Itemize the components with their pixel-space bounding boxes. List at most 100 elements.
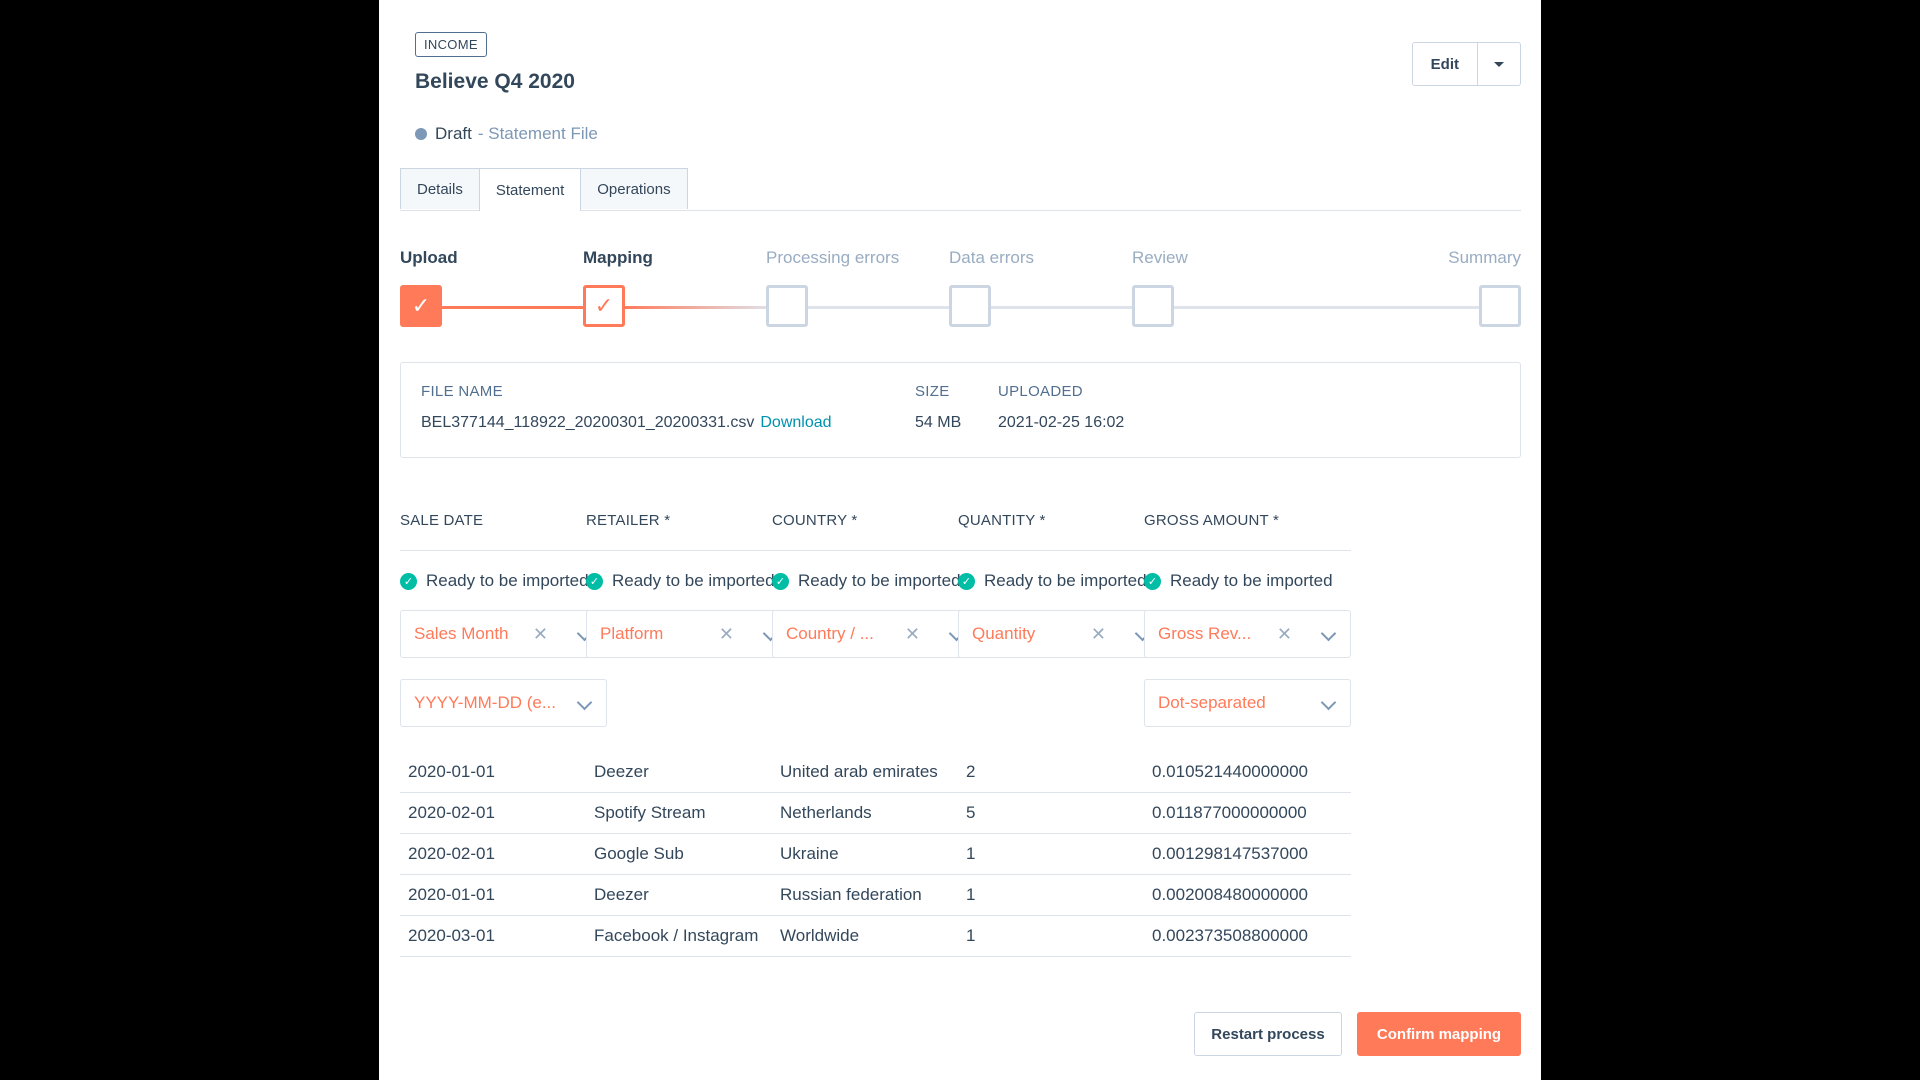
step-label-mapping: Mapping <box>583 248 653 267</box>
table-cell: Deezer <box>586 752 793 793</box>
table-cell: Google Sub <box>586 834 793 875</box>
status-label: Draft <box>435 124 472 143</box>
clear-x-icon[interactable]: ✕ <box>718 623 734 644</box>
clear-x-icon[interactable]: ✕ <box>1276 623 1292 644</box>
preview-column-quantity: 2 5 1 1 1 <box>958 752 1165 957</box>
mapping-select[interactable]: Country / ... ✕ <box>772 610 979 658</box>
ready-label: Ready to be imported <box>1170 571 1333 590</box>
edit-dropdown-button[interactable] <box>1478 43 1520 85</box>
check-icon: ✓ <box>411 293 431 318</box>
date-format-select[interactable]: YYYY-MM-DD (e... <box>400 679 607 727</box>
table-cell: Spotify Stream <box>586 793 793 834</box>
chevron-down-icon <box>1320 694 1337 711</box>
column-sale-date: SALE DATE ✓ Ready to be imported Sales Mo… <box>400 512 607 727</box>
check-circle-icon: ✓ <box>1144 572 1161 590</box>
column-header: GROSS AMOUNT * <box>1144 512 1351 551</box>
edit-button-group: Edit <box>1411 42 1521 86</box>
download-link[interactable]: Download <box>760 414 832 431</box>
table-cell: 1 <box>958 916 1165 957</box>
edit-button[interactable]: Edit <box>1413 43 1478 85</box>
ready-label: Ready to be imported <box>798 571 961 590</box>
column-retailer: RETAILER * ✓ Ready to be imported Platfor… <box>586 512 793 658</box>
tab-statement[interactable]: Statement <box>478 168 582 211</box>
decimal-format-select[interactable]: Dot-separated <box>1144 679 1351 727</box>
table-cell: 2020-03-01 <box>400 916 607 957</box>
table-cell: 0.010521440000000 <box>1144 752 1351 793</box>
column-quantity: QUANTITY * ✓ Ready to be imported Quantit… <box>958 512 1165 658</box>
table-cell: 0.002008480000000 <box>1144 875 1351 916</box>
file-size-value: 54 MB <box>915 414 962 431</box>
mapping-select[interactable]: Gross Rev... ✕ <box>1144 610 1351 658</box>
step-label-processing-errors: Processing errors <box>766 248 900 267</box>
preview-column-gross-amount: 0.010521440000000 0.011877000000000 0.00… <box>1144 752 1351 957</box>
table-cell: 1 <box>958 875 1165 916</box>
file-info-card: FILE NAME BEL377144_118922_20200301_2020… <box>400 362 1521 458</box>
file-name-row: BEL377144_118922_20200301_20200331.csv Do… <box>421 414 832 432</box>
step-label-data-errors: Data errors <box>949 248 1035 267</box>
check-circle-icon: ✓ <box>400 572 417 590</box>
step-summary[interactable] <box>1479 285 1521 327</box>
status-line: Draft - Statement File <box>415 124 598 144</box>
file-size-header: SIZE <box>915 383 950 400</box>
check-circle-icon: ✓ <box>772 572 789 590</box>
main-panel: INCOME Believe Q4 2020 Draft - Statement… <box>379 0 1541 1080</box>
step-label-upload: Upload <box>400 248 458 267</box>
step-review[interactable] <box>1132 285 1174 327</box>
tab-operations[interactable]: Operations <box>580 168 688 209</box>
mapping-value: Platform <box>600 624 664 643</box>
table-cell: United arab emirates <box>772 752 979 793</box>
mapping-select[interactable]: Quantity ✕ <box>958 610 1165 658</box>
mapping-select[interactable]: Platform ✕ <box>586 610 793 658</box>
column-header: SALE DATE <box>400 512 607 551</box>
stepper-progress-fade <box>623 306 773 309</box>
mapping-select[interactable]: Sales Month ✕ <box>400 610 607 658</box>
clear-x-icon[interactable]: ✕ <box>1090 623 1106 644</box>
table-cell: Facebook / Instagram <box>586 916 793 957</box>
page-title: Believe Q4 2020 <box>415 70 575 93</box>
ready-status: ✓ Ready to be imported <box>1144 571 1351 591</box>
table-cell: Netherlands <box>772 793 979 834</box>
restart-process-button[interactable]: Restart process <box>1194 1012 1342 1056</box>
file-uploaded-header: UPLOADED <box>998 383 1083 400</box>
step-data-errors[interactable] <box>949 285 991 327</box>
step-label-summary: Summary <box>1448 248 1521 267</box>
clear-x-icon[interactable]: ✕ <box>904 623 920 644</box>
table-cell: 0.001298147537000 <box>1144 834 1351 875</box>
step-mapping[interactable]: ✓ <box>583 285 625 327</box>
caret-down-icon <box>1494 61 1504 67</box>
table-cell: 2 <box>958 752 1165 793</box>
table-cell: 0.002373508800000 <box>1144 916 1351 957</box>
table-cell: 2020-01-01 <box>400 875 607 916</box>
table-cell: Ukraine <box>772 834 979 875</box>
mapping-value: Gross Rev... <box>1158 624 1252 643</box>
confirm-mapping-button[interactable]: Confirm mapping <box>1357 1012 1521 1056</box>
column-gross-amount: GROSS AMOUNT * ✓ Ready to be imported Gro… <box>1144 512 1351 727</box>
table-cell: 2020-02-01 <box>400 793 607 834</box>
ready-status: ✓ Ready to be imported <box>958 571 1165 591</box>
table-cell: 5 <box>958 793 1165 834</box>
table-cell: Deezer <box>586 875 793 916</box>
step-upload[interactable]: ✓ <box>400 285 442 327</box>
column-header: RETAILER * <box>586 512 793 551</box>
status-dot-icon <box>415 128 427 140</box>
table-cell: 2020-02-01 <box>400 834 607 875</box>
stepper-progress-done <box>440 306 623 309</box>
table-cell: Worldwide <box>772 916 979 957</box>
file-name-value: BEL377144_118922_20200301_20200331.csv <box>421 414 755 431</box>
file-name-column: FILE NAME BEL377144_118922_20200301_2020… <box>421 383 832 432</box>
preview-column-retailer: Deezer Spotify Stream Google Sub Deezer … <box>586 752 793 957</box>
tab-bar: Details Statement Operations <box>400 168 1521 211</box>
clear-x-icon[interactable]: ✕ <box>532 623 548 644</box>
check-icon: ✓ <box>594 293 614 318</box>
tab-details[interactable]: Details <box>400 168 480 209</box>
ready-status: ✓ Ready to be imported <box>586 571 793 591</box>
column-header: QUANTITY * <box>958 512 1165 551</box>
step-label-review: Review <box>1132 248 1188 267</box>
status-subtitle: - Statement File <box>477 124 598 143</box>
check-circle-icon: ✓ <box>958 572 975 590</box>
step-processing-errors[interactable] <box>766 285 808 327</box>
column-header: COUNTRY * <box>772 512 979 551</box>
mapping-value: Quantity <box>972 624 1036 643</box>
ready-status: ✓ Ready to be imported <box>772 571 979 591</box>
table-cell: 1 <box>958 834 1165 875</box>
